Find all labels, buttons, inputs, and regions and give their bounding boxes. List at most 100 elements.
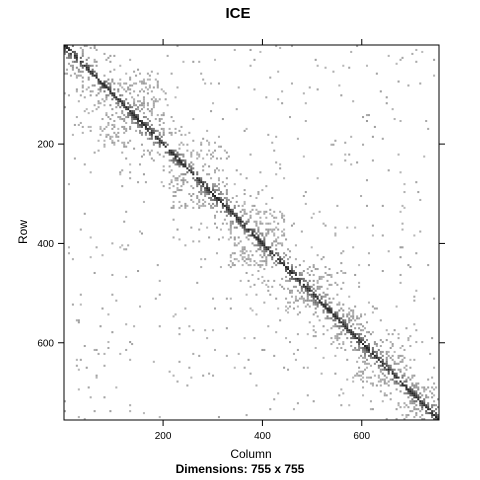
heatmap-cell	[152, 102, 155, 105]
heatmap-cell	[399, 346, 402, 349]
heatmap-cell	[273, 232, 276, 235]
heatmap-cell	[275, 248, 278, 251]
heatmap-cell	[229, 256, 232, 259]
heatmap-cell	[415, 414, 418, 417]
heatmap-cell	[129, 78, 132, 81]
heatmap-cell	[294, 266, 297, 269]
heatmap-cell	[117, 102, 120, 105]
heatmap-cell	[401, 354, 404, 357]
heatmap-cell	[148, 127, 151, 130]
heatmap-cell	[219, 145, 222, 148]
heatmap-cell	[67, 52, 70, 55]
heatmap-cell	[148, 110, 151, 113]
heatmap-cell	[198, 240, 201, 243]
heatmap-cell	[318, 285, 321, 288]
heatmap-cell	[140, 125, 143, 128]
heatmap-cell	[176, 155, 179, 158]
heatmap-cell	[395, 362, 398, 365]
heatmap-cell	[245, 262, 248, 265]
heatmap-cell	[233, 238, 236, 241]
heatmap-cell	[160, 114, 163, 117]
heatmap-cell	[360, 339, 363, 342]
heatmap-cell	[292, 270, 295, 273]
heatmap-cell	[302, 260, 305, 263]
heatmap-cell	[131, 343, 134, 346]
heatmap-cell	[219, 198, 222, 201]
heatmap-cell	[235, 220, 238, 223]
heatmap-cell	[176, 179, 179, 182]
heatmap-cell	[354, 335, 357, 338]
heatmap-cell	[204, 163, 207, 166]
heatmap-cell	[417, 388, 420, 391]
heatmap-cell	[174, 163, 177, 166]
heatmap-cell	[135, 129, 138, 132]
heatmap-cell	[117, 82, 120, 85]
heatmap-cell	[395, 305, 398, 308]
heatmap-cell	[89, 256, 92, 259]
heatmap-cell	[152, 106, 155, 109]
heatmap-cell	[105, 98, 108, 101]
heatmap-cell	[369, 400, 372, 403]
heatmap-cell	[152, 104, 155, 107]
heatmap-cell	[340, 325, 343, 328]
heatmap-cell	[316, 268, 319, 271]
heatmap-cell	[364, 341, 367, 344]
heatmap-cell	[425, 396, 428, 399]
heatmap-cell	[352, 333, 355, 336]
heatmap-cell	[405, 414, 408, 417]
heatmap-cell	[174, 153, 177, 156]
heatmap-cell	[79, 94, 82, 97]
heatmap-cell	[330, 343, 333, 346]
heatmap-cell	[67, 48, 70, 51]
heatmap-cell	[340, 94, 343, 97]
heatmap-cell	[217, 177, 220, 180]
heatmap-cell	[221, 118, 224, 121]
heatmap-cell	[219, 228, 222, 231]
heatmap-cell	[257, 228, 260, 231]
heatmap-cell	[348, 66, 351, 69]
heatmap-cell	[271, 258, 274, 261]
heatmap-cell	[352, 315, 355, 318]
heatmap-cell	[233, 214, 236, 217]
heatmap-cell	[300, 277, 303, 280]
heatmap-cell	[79, 60, 82, 63]
heatmap-cell	[214, 191, 217, 194]
heatmap-cell	[348, 321, 351, 324]
heatmap-cell	[190, 171, 193, 174]
heatmap-cell	[249, 264, 252, 267]
heatmap-cell	[348, 307, 351, 310]
heatmap-cell	[204, 195, 207, 198]
heatmap-cell	[391, 343, 394, 346]
heatmap-cell	[198, 200, 201, 203]
heatmap-cell	[243, 212, 246, 215]
heatmap-cell	[245, 230, 248, 233]
heatmap-cell	[139, 131, 142, 134]
heatmap-cell	[186, 143, 189, 146]
heatmap-cell	[245, 250, 248, 253]
heatmap-cell	[247, 258, 250, 261]
heatmap-cell	[154, 118, 157, 121]
heatmap-cell	[356, 161, 359, 164]
heatmap-cell	[279, 262, 282, 265]
heatmap-cell	[362, 372, 365, 375]
heatmap-cell	[285, 305, 288, 308]
heatmap-cell	[300, 271, 303, 274]
heatmap-cell	[328, 307, 331, 310]
heatmap-cell	[263, 246, 266, 249]
heatmap-cell	[208, 191, 211, 194]
heatmap-cell	[364, 346, 367, 349]
heatmap-cell	[336, 335, 339, 338]
heatmap-cell	[277, 392, 280, 395]
heatmap-cell	[367, 301, 370, 304]
heatmap-cell	[123, 100, 126, 103]
heatmap-cell	[111, 139, 114, 142]
heatmap-cell	[275, 260, 278, 263]
heatmap-cell	[129, 76, 132, 79]
heatmap-cell	[180, 163, 183, 166]
heatmap-cell	[391, 333, 394, 336]
heatmap-cell	[241, 220, 244, 223]
heatmap-cell	[322, 305, 325, 308]
heatmap-cell	[411, 382, 414, 385]
heatmap-cell	[139, 104, 142, 107]
heatmap-cell	[133, 112, 136, 115]
